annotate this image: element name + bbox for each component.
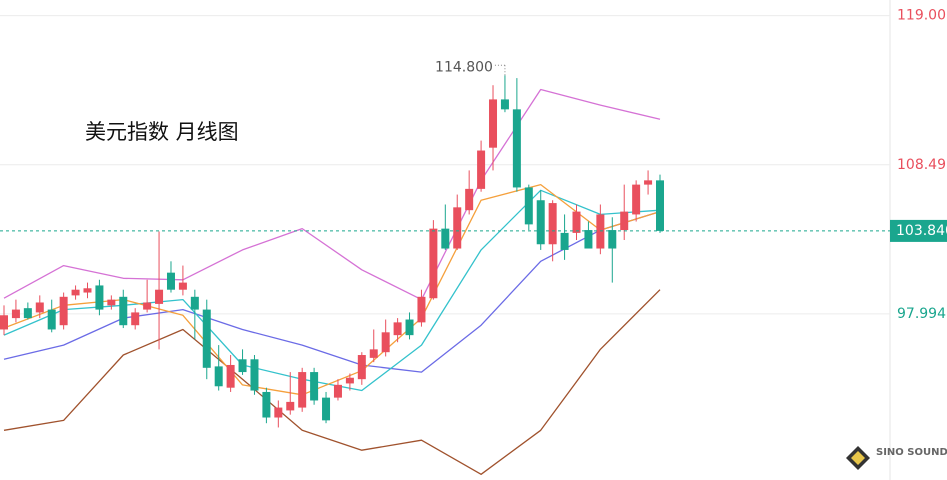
candle-body [11, 309, 20, 319]
candle-body [250, 359, 259, 391]
candle-body [274, 407, 283, 418]
candle-body [369, 349, 378, 358]
peak-label: 114.800 [435, 59, 493, 75]
candle-body [393, 322, 402, 336]
y-tick-label: 97.994 [897, 306, 946, 322]
indicator-line [3, 189, 661, 392]
candle-body [381, 332, 390, 353]
candle-body [453, 207, 462, 249]
candle-body [190, 296, 199, 310]
indicator-line [3, 210, 661, 373]
candle-body [429, 228, 438, 299]
candle-body [477, 150, 486, 189]
candle-body [489, 99, 498, 148]
candle-body [524, 187, 533, 225]
candle-body [298, 372, 307, 408]
y-tick-label: 108.498 [897, 157, 947, 173]
candle-body [405, 319, 414, 336]
candle-body [143, 302, 152, 310]
candle-body [596, 214, 605, 249]
candle-body [322, 397, 331, 421]
candle-body [441, 228, 450, 249]
candle-body [214, 366, 223, 387]
candle-body [656, 180, 664, 231]
candle-body [59, 296, 68, 326]
candle-body [35, 302, 44, 313]
watermark [846, 446, 870, 470]
candle-body [500, 99, 509, 110]
candle-body [465, 188, 474, 211]
indicator-line [3, 88, 661, 301]
candle-body [238, 359, 247, 373]
candle-body [226, 364, 235, 388]
candle-body [512, 109, 521, 188]
watermark-icon [851, 451, 865, 465]
candle-body [71, 289, 80, 296]
candle-body [262, 391, 271, 418]
candle-body [620, 211, 629, 231]
candle-body [131, 312, 140, 326]
candle-body [0, 315, 8, 330]
candle-body [548, 203, 557, 245]
y-tick-label: 119.001 [897, 8, 947, 24]
candle-body [608, 230, 617, 249]
watermark-text: SINO SOUND [876, 447, 947, 458]
candle-body [107, 299, 116, 306]
candle-body [155, 289, 164, 304]
candle-body [178, 282, 187, 290]
candle-body [286, 401, 295, 411]
last-price-box [890, 219, 947, 242]
candle-body [333, 384, 342, 398]
candle-body [23, 308, 32, 319]
candle-body [632, 184, 641, 215]
candle-body [119, 296, 128, 326]
candle-body [47, 309, 56, 330]
candle-body [357, 355, 366, 380]
candle-body [95, 285, 104, 310]
candle-body [202, 309, 211, 368]
candle-body [83, 288, 92, 293]
last-price-label: 103.840 [896, 223, 947, 239]
candle-body [644, 180, 653, 185]
indicator-line [3, 289, 661, 475]
candle-body [584, 230, 593, 249]
candle-body [536, 200, 545, 245]
candle-body [310, 372, 319, 401]
candle-body [572, 211, 581, 233]
candle-body [166, 272, 175, 290]
candle-body [417, 296, 426, 323]
chart-title: 美元指数 月线图 [85, 120, 239, 144]
candle-body [560, 232, 569, 250]
candle-body [345, 377, 354, 384]
